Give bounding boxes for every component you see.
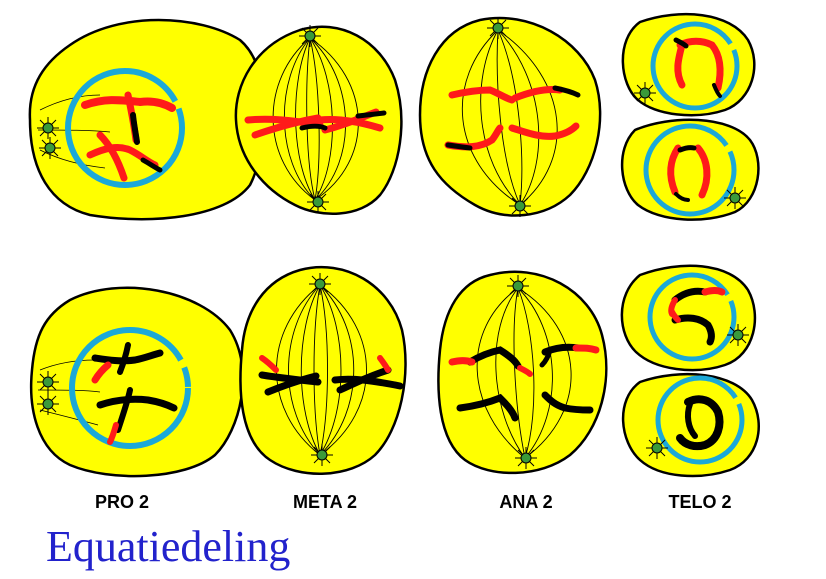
stage-label-prophase-ii: PRO 2 xyxy=(94,492,150,512)
telophase-ii-cell-bottom-a xyxy=(620,264,757,372)
stage-label-telophase-ii: TELO 2 xyxy=(668,492,732,512)
diagram-title: Equatiedeling xyxy=(46,522,291,571)
telophase-ii-cell-top-a xyxy=(621,12,756,117)
prophase-ii-cell-bottom xyxy=(30,286,245,478)
prophase-ii-cell-top xyxy=(28,18,267,221)
metaphase-ii-cell-top xyxy=(234,24,403,215)
metaphase-ii-cell-bottom xyxy=(239,265,407,475)
stage-label-anaphase-ii: ANA 2 xyxy=(499,492,553,512)
telophase-ii-cell-bottom-b xyxy=(621,372,760,478)
telophase-ii-cell-top-b xyxy=(620,118,760,221)
stage-label-metaphase-ii: META 2 xyxy=(292,492,357,512)
anaphase-ii-cell-top xyxy=(418,16,602,218)
anaphase-ii-cell-bottom xyxy=(437,270,608,475)
